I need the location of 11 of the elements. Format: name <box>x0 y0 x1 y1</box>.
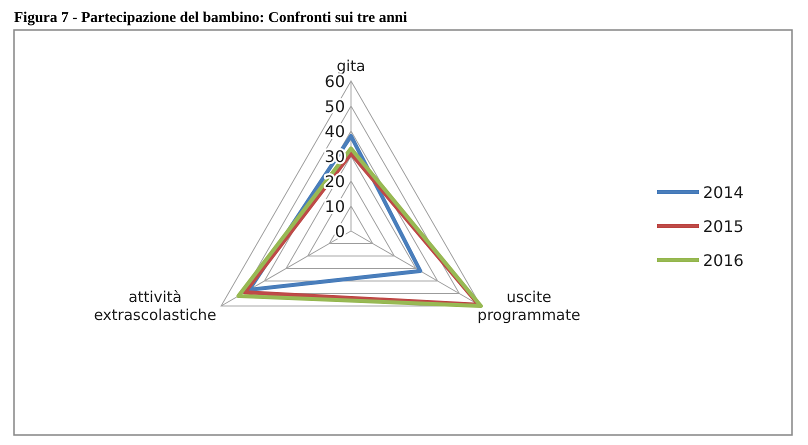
y-tick-label: 10 <box>324 197 345 216</box>
y-tick-label: 40 <box>324 122 345 141</box>
y-tick-label: 0 <box>334 222 345 241</box>
chart-title: Figura 7 - Partecipazione del bambino: Confronti sui tre anni <box>14 10 408 26</box>
spoke-label: gita <box>336 57 366 75</box>
legend-label: 2015 <box>703 217 744 236</box>
spoke-label: uscite programmate <box>477 288 580 324</box>
legend-label: 2016 <box>703 251 744 270</box>
spoke-label: attività extrascolastiche <box>94 288 216 324</box>
y-tick-label: 50 <box>324 97 345 116</box>
legend-label: 2014 <box>703 183 744 202</box>
